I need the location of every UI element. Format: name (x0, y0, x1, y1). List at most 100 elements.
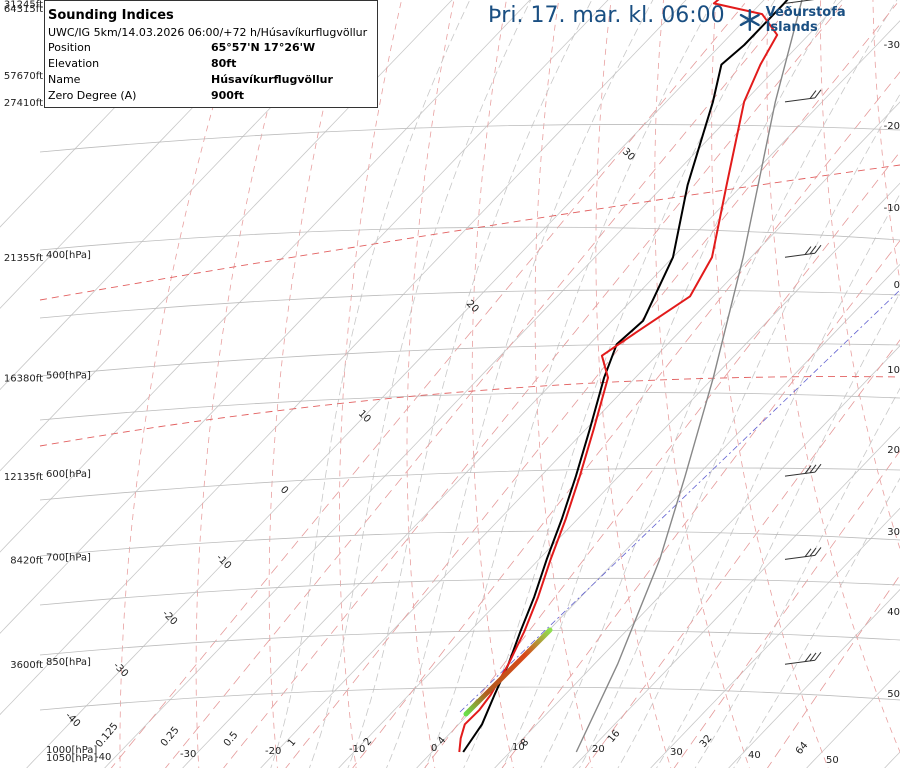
wind-barb (784, 463, 822, 477)
moist-adiabat-line (540, 0, 898, 768)
height-label: 64315ft (4, 4, 43, 15)
mixing-ratio-line (673, 450, 900, 768)
barb-flag (804, 246, 812, 255)
height-label: 16380ft (4, 374, 43, 385)
height-arc (39, 124, 900, 153)
barb-flag (809, 90, 817, 99)
barb-flag (804, 653, 812, 662)
info-label: Position (48, 41, 91, 54)
bottom-axis-label: 0.5 (222, 730, 241, 749)
barb-flag (809, 652, 817, 662)
isotherm-line (806, 670, 900, 768)
bottom-axis-label: 4 (436, 735, 449, 747)
moist-adiabat-line (424, 0, 715, 768)
height-label: 12135ft (4, 472, 43, 483)
bottom-axis-label: 0.25 (159, 725, 182, 749)
height-arc (39, 226, 900, 251)
inner-isotherm-label: 0 (278, 484, 290, 496)
mixing-ratio-label: 0.125 (94, 721, 121, 750)
dry-adiabat-line (766, 0, 900, 754)
barb-flag (809, 547, 817, 557)
bottom-axis-label: 10 (512, 742, 525, 753)
mixing-ratio-line (352, 71, 900, 768)
dry-adiabat-line (195, 0, 298, 768)
right-axis-label: 20 (887, 445, 900, 456)
bottom-axis-label: 2 (362, 736, 375, 748)
barb-flag (804, 548, 812, 558)
right-axis-label: -30 (884, 40, 900, 51)
bottom-axis-label: 1 (286, 737, 299, 749)
moist-adiabat-line (694, 387, 900, 768)
isotherm-label: -10 (214, 552, 233, 571)
isotherm-line (728, 588, 900, 768)
height-arc (39, 342, 900, 377)
wind-barb (784, 547, 822, 560)
moist-adiabat-line (578, 93, 900, 768)
dry-adiabat-line (872, 0, 900, 283)
mixing-ratio-line (424, 151, 900, 768)
isotherm-line (104, 0, 843, 768)
isotherm-line (572, 426, 900, 768)
dashed-red-line (39, 164, 900, 301)
isotherm-line (260, 101, 900, 768)
dry-adiabat-line (119, 0, 245, 768)
isotherm-label: -20 (160, 608, 179, 627)
wind-barb (784, 244, 822, 258)
freezing-level-line (459, 289, 900, 713)
vedur-logo: Veðurstofa Íslands (738, 5, 900, 35)
isotherm-line (182, 20, 900, 768)
right-axis-label: 10 (887, 365, 900, 376)
moist-adiabat-line (733, 477, 900, 768)
barb-flag (814, 244, 822, 254)
temperature-profile (458, 0, 779, 753)
isotherm-line (416, 263, 900, 768)
moist-adiabat-line (656, 291, 900, 768)
sounding-indices-box: Sounding Indices UWC/IG 5km/14.03.2026 0… (44, 0, 378, 108)
dashed-red-line (39, 376, 900, 447)
snowflake-logo-icon (739, 8, 760, 32)
low-level-gradient-band (463, 627, 553, 717)
info-label: Name (48, 73, 81, 86)
pressure-label: 600[hPa] (46, 469, 91, 480)
info-value: 65°57'N 17°26'W (211, 41, 316, 54)
right-axis-label: 50 (887, 689, 900, 700)
path-curve (575, 0, 803, 753)
moist-adiabat-line (386, 0, 654, 768)
bottom-axis-label: 30 (670, 747, 683, 758)
wind-barb (784, 651, 822, 665)
height-arc (39, 630, 900, 656)
bottom-axis-label: -20 (265, 746, 281, 757)
isotherm-line (26, 0, 765, 768)
dry-adiabat-line (654, 0, 750, 768)
dry-adiabat-line (534, 0, 593, 768)
moist-adiabat-line (501, 0, 837, 768)
height-label: 57670ft (4, 71, 43, 82)
barb-flag (809, 245, 817, 255)
dry-adiabat-line (268, 0, 350, 768)
pressure-label: 1050[hPa] (46, 753, 97, 764)
dry-adiabat-line (338, 0, 403, 768)
bottom-axis-label: 32 (698, 733, 715, 750)
pressure-label: 400[hPa] (46, 250, 91, 261)
right-axis-label: 40 (887, 607, 900, 618)
bottom-axis-label: 8 (519, 737, 532, 749)
mixing-ratio-line (501, 239, 900, 768)
height-arc (39, 530, 900, 557)
pressure-label: 850[hPa] (46, 657, 91, 668)
inner-isotherm-label: 20 (464, 298, 481, 315)
bottom-axis-label: 40 (748, 750, 761, 761)
mixing-ratio-line (110, 3, 746, 768)
wind-barb (784, 0, 815, 4)
mixing-ratio-line (767, 574, 900, 768)
bottom-axis-label: 0 (431, 743, 437, 754)
bottom-axis-label: 64 (794, 740, 811, 757)
height-arc (39, 289, 900, 319)
isotherm-line (884, 751, 900, 768)
moist-adiabat-line (308, 0, 532, 768)
dry-adiabat-line (595, 0, 672, 768)
